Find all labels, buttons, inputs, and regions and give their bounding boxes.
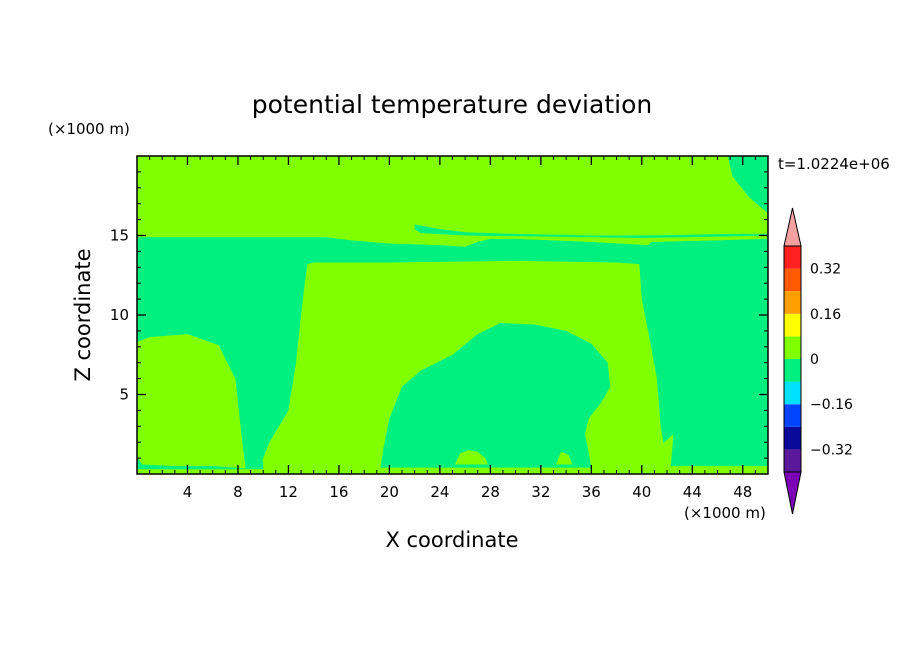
colorbar-tick-label: 0 xyxy=(810,352,819,368)
colorbar-tick-label: 0.16 xyxy=(810,307,841,323)
x-tick-label: 36 xyxy=(582,483,601,501)
colorbar-swatch xyxy=(784,449,801,472)
x-tick-label: 48 xyxy=(733,483,752,501)
x-tick-label: 40 xyxy=(632,483,651,501)
contour-region-positive xyxy=(651,434,674,467)
contour-region-negative xyxy=(137,456,264,470)
colorbar-swatch xyxy=(784,291,801,314)
colorbar-tick-label: −0.32 xyxy=(810,442,853,458)
colorbar-under-arrow xyxy=(783,471,802,515)
contour-region-negative xyxy=(380,323,611,468)
colorbar-swatch xyxy=(784,381,801,405)
contour-regions xyxy=(137,156,768,474)
contour-region-negative xyxy=(137,237,768,468)
y-axis: 5 10 15 xyxy=(110,171,768,459)
chart-title: potential temperature deviation xyxy=(252,90,652,119)
contour-region-positive xyxy=(137,156,768,247)
colorbar-over-arrow xyxy=(783,207,802,247)
plot-area xyxy=(137,156,768,474)
x-tick-label: 24 xyxy=(430,483,449,501)
y-tick-label: 5 xyxy=(119,386,129,404)
time-label: t=1.0224e+06 xyxy=(778,155,890,173)
y-tick-label: 15 xyxy=(110,227,129,245)
y-unit-label: (×1000 m) xyxy=(48,120,130,138)
x-unit-label: (×1000 m) xyxy=(684,504,766,522)
colorbar-frame xyxy=(783,245,802,473)
contour-region-positive xyxy=(455,450,488,465)
x-tick-label: 20 xyxy=(380,483,399,501)
contour-region-negative xyxy=(727,156,768,214)
x-tick-label: 28 xyxy=(481,483,500,501)
x-tick-label: 44 xyxy=(683,483,702,501)
colorbar-swatch xyxy=(784,246,801,269)
colorbar-tick-label: −0.16 xyxy=(810,397,853,413)
colorbar-swatch xyxy=(784,404,801,427)
y-tick-label: 10 xyxy=(110,306,129,324)
y-axis-label: Z coordinate xyxy=(71,248,95,381)
colorbar: −0.32 −0.16 0 0.16 0.32 xyxy=(783,207,853,515)
colorbar-swatch xyxy=(784,359,801,382)
x-tick-label: 16 xyxy=(329,483,348,501)
x-axis-label: X coordinate xyxy=(385,528,518,552)
colorbar-swatch xyxy=(784,336,801,359)
x-tick-label: 4 xyxy=(183,483,193,501)
contour-region-positive xyxy=(137,334,242,463)
colorbar-swatch xyxy=(784,426,801,450)
contour-region-negative xyxy=(414,224,768,238)
x-tick-label: 8 xyxy=(233,483,243,501)
x-tick-label: 12 xyxy=(279,483,298,501)
contour-region-negative xyxy=(742,345,768,420)
contour-region-positive xyxy=(556,451,573,465)
colorbar-tick-label: 0.32 xyxy=(810,262,841,278)
colorbar-swatch xyxy=(784,313,801,337)
x-tick-label: 32 xyxy=(531,483,550,501)
x-axis: 4 8 12 16 20 24 28 32 36 40 44 48 xyxy=(149,156,756,501)
colorbar-swatch xyxy=(784,268,801,292)
